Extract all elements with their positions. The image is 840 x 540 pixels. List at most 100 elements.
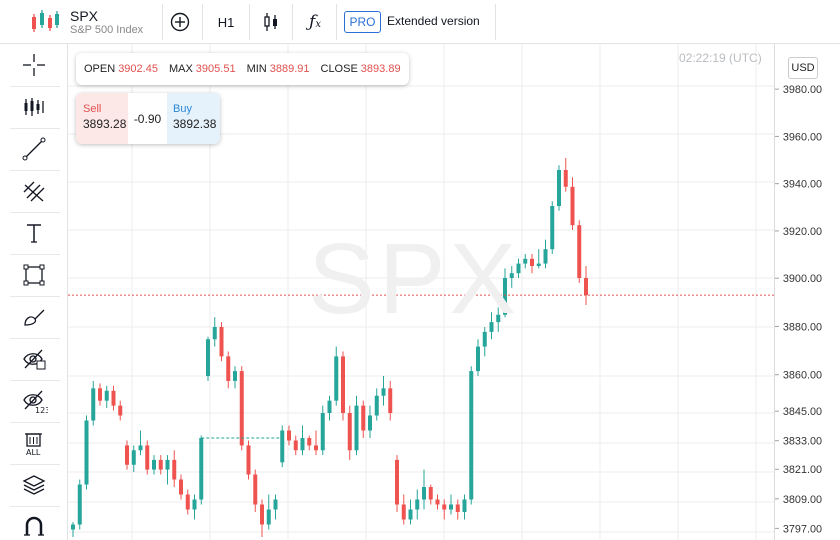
candle xyxy=(455,499,460,520)
sell-button[interactable]: Sell 3893.28 xyxy=(76,93,128,144)
candle-body xyxy=(368,415,372,431)
candle xyxy=(260,499,264,537)
candle xyxy=(462,494,467,520)
candle-body xyxy=(246,445,251,475)
text-tool[interactable] xyxy=(22,212,68,254)
candle xyxy=(530,254,534,274)
candle-body xyxy=(307,438,312,446)
candle xyxy=(327,395,332,421)
candle-body xyxy=(543,249,548,264)
candle-body xyxy=(327,400,332,413)
candle xyxy=(570,177,575,230)
hide-drawings-tool[interactable] xyxy=(22,338,68,380)
candle xyxy=(111,385,116,411)
candle xyxy=(287,425,291,446)
candle xyxy=(415,489,420,520)
currency-button[interactable]: USD xyxy=(788,57,818,79)
axis-tick-label: 3920.00 xyxy=(783,226,822,238)
candle-body xyxy=(293,440,298,451)
interval-button[interactable]: H1 xyxy=(217,14,235,30)
candle xyxy=(219,322,224,362)
candle-body xyxy=(341,356,345,413)
candle-body xyxy=(422,487,426,500)
chart-type-button[interactable] xyxy=(258,8,284,36)
trade-widget: Sell 3893.28 -0.90 Buy 3892.38 xyxy=(76,93,220,144)
candle xyxy=(476,339,480,376)
candle xyxy=(104,385,109,409)
hide-indicators-tool[interactable]: 123 xyxy=(22,380,68,422)
candle-body xyxy=(91,388,96,421)
candle-body xyxy=(145,445,150,470)
candle xyxy=(293,435,298,456)
candle xyxy=(388,380,393,421)
candle xyxy=(212,317,217,347)
candle xyxy=(145,440,150,475)
candle-body xyxy=(192,499,197,510)
trend-line-icon xyxy=(22,137,46,161)
magnet-icon xyxy=(24,516,44,536)
candle-body xyxy=(395,459,399,505)
candle xyxy=(516,258,521,278)
fib-tool[interactable] xyxy=(22,170,68,212)
toolbar-divider xyxy=(162,4,163,40)
svg-text:123: 123 xyxy=(35,406,48,414)
axis-tick-label: 3809.00 xyxy=(783,494,822,506)
svg-text:ALL: ALL xyxy=(26,448,41,456)
candle-body xyxy=(435,499,440,505)
candle xyxy=(509,266,514,288)
candle xyxy=(185,489,190,515)
extended-version-link[interactable]: Extended version xyxy=(387,14,480,28)
candle xyxy=(91,380,96,426)
pro-badge[interactable]: PRO xyxy=(344,11,381,33)
candle xyxy=(489,312,494,340)
symbol-name: SPX xyxy=(70,8,99,24)
axis-tick-label: 3833.00 xyxy=(783,436,822,448)
candle-body xyxy=(165,459,170,470)
candle xyxy=(347,405,352,460)
rectangle-tool[interactable] xyxy=(22,254,68,296)
open-label: OPEN xyxy=(84,63,116,75)
add-symbol-button[interactable] xyxy=(167,8,193,36)
candle-body xyxy=(185,494,190,510)
layers-tool[interactable] xyxy=(22,464,68,506)
crosshair-tool[interactable] xyxy=(22,44,68,86)
candle xyxy=(442,499,447,520)
candle xyxy=(118,400,123,421)
candle-body xyxy=(455,504,460,512)
server-time: 02:22:19 (UTC) xyxy=(679,51,762,65)
candles-icon xyxy=(24,98,44,116)
candle-body xyxy=(226,356,231,381)
candle xyxy=(158,455,163,475)
candle-body xyxy=(239,371,244,446)
sell-label: Sell xyxy=(83,103,102,115)
tool-divider xyxy=(10,464,60,465)
candle-body xyxy=(449,504,453,510)
brush-tool[interactable] xyxy=(22,296,68,338)
candle-body xyxy=(570,186,575,226)
candle xyxy=(246,440,251,480)
candle xyxy=(280,425,285,468)
candle-body xyxy=(300,438,305,451)
candle xyxy=(253,469,258,512)
indicators-button[interactable]: ƒx xyxy=(302,8,328,36)
chart-grid xyxy=(68,44,774,540)
candle xyxy=(314,430,318,456)
candle-body xyxy=(496,314,501,323)
trend-line-tool[interactable] xyxy=(22,128,68,170)
tool-divider xyxy=(10,212,60,213)
candle-body xyxy=(233,371,237,381)
candle-body xyxy=(401,504,406,520)
candles-tool[interactable] xyxy=(22,86,68,128)
candle-body xyxy=(199,438,204,500)
candle xyxy=(577,220,582,283)
candle-body xyxy=(476,346,480,372)
price-chart[interactable] xyxy=(68,44,774,540)
axis-tick-label: 3845.00 xyxy=(783,406,822,418)
open-value: 3902.45 xyxy=(118,63,158,75)
price-axis[interactable]: 3980.00 3960.00 3940.00 3920.00 3900.00 3880.… xyxy=(774,44,840,540)
delete-all-tool[interactable]: ALL xyxy=(22,422,68,464)
candle-body xyxy=(347,413,352,451)
magnet-tool[interactable] xyxy=(22,506,68,540)
buy-button[interactable]: Buy 3892.38 xyxy=(167,93,220,144)
tool-divider xyxy=(10,254,60,255)
